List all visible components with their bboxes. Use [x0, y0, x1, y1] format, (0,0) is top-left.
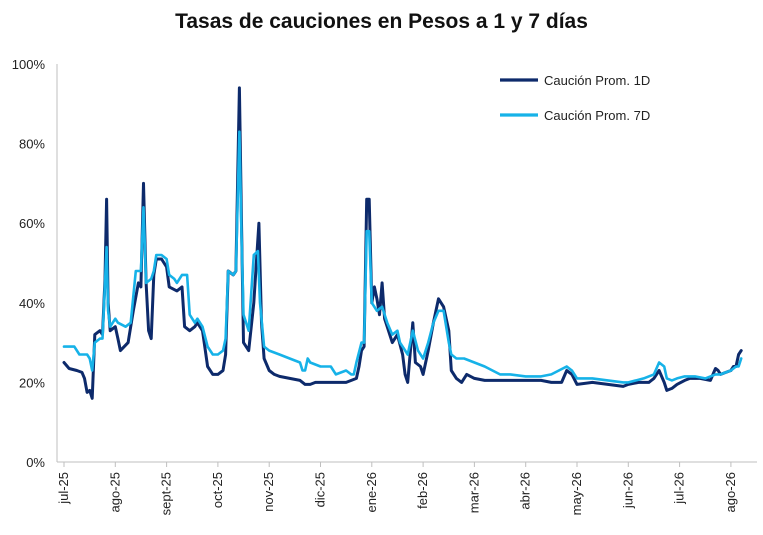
y-tick-label: 80% [19, 137, 45, 152]
legend-label-1: Caución Prom. 1D [544, 73, 650, 88]
x-tick-label: ene-26 [364, 472, 379, 512]
x-tick-label: sept-25 [159, 472, 174, 515]
x-tick-label: jun-26 [620, 472, 635, 509]
x-tick-label: abr-26 [518, 472, 533, 510]
y-tick-label: 0% [26, 455, 45, 470]
x-tick-label: dic-25 [313, 472, 328, 507]
y-tick-label: 20% [19, 375, 45, 390]
series-line-1 [62, 86, 743, 400]
x-tick-label: jul-26 [672, 472, 687, 505]
x-tick-label: oct-25 [210, 472, 225, 508]
x-tick-label: may-26 [569, 472, 584, 515]
x-tick-label: mar-26 [466, 472, 481, 513]
x-tick-label: jul-25 [56, 472, 71, 505]
x-tick-label: feb-26 [415, 472, 430, 509]
y-tick-label: 40% [19, 296, 45, 311]
series-line-2 [62, 130, 743, 384]
legend-label-2: Caución Prom. 7D [544, 108, 650, 123]
x-tick-label: ago-25 [107, 472, 122, 512]
chart-title: Tasas de cauciones en Pesos a 1 y 7 días [175, 10, 588, 33]
y-tick-label: 100% [12, 57, 46, 72]
x-tick-label: ago-26 [723, 472, 738, 512]
x-tick-label: nov-25 [261, 472, 276, 512]
y-tick-label: 60% [19, 216, 45, 231]
